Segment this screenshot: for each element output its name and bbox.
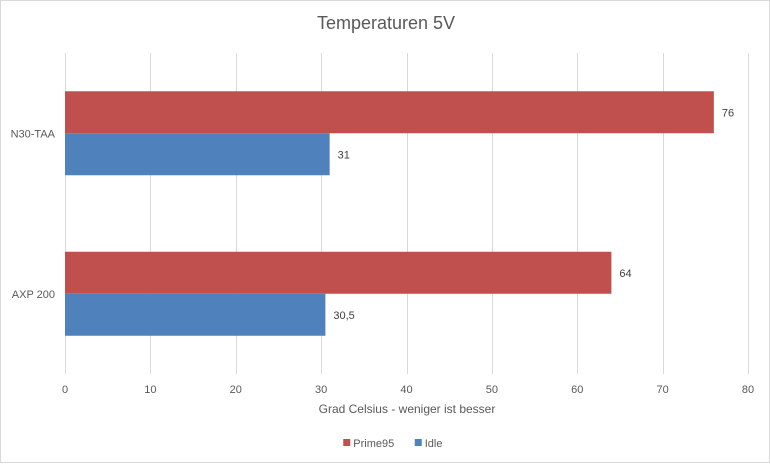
legend: Prime95 Idle <box>343 438 443 450</box>
data-label-prime95-n30-taa: 76 <box>722 107 734 119</box>
legend-swatch <box>414 439 422 446</box>
category-labels: N30-TAA AXP 200 <box>11 128 56 301</box>
legend-swatch <box>343 439 351 446</box>
x-tick-label: 40 <box>400 384 412 396</box>
x-tick-label: 60 <box>571 384 583 396</box>
data-labels: 76 31 64 30,5 <box>333 107 734 322</box>
x-tick-label: 30 <box>315 384 327 396</box>
legend-item-idle: Idle <box>414 438 443 450</box>
chart-title: Temperaturen 5V <box>317 13 455 33</box>
x-tick-label: 80 <box>742 384 754 396</box>
bar-prime95-n30-taa <box>65 91 714 134</box>
data-label-idle-axp-200: 30,5 <box>333 310 354 322</box>
x-tick-label: 20 <box>230 384 242 396</box>
data-label-prime95-axp-200: 64 <box>619 268 631 280</box>
x-tick-label: 50 <box>486 384 498 396</box>
category-label-n30-taa: N30-TAA <box>11 128 56 140</box>
legend-label: Prime95 <box>353 438 394 450</box>
x-tick-labels: 0 10 20 30 40 50 60 70 80 <box>62 384 754 396</box>
data-label-idle-n30-taa: 31 <box>338 149 350 161</box>
x-tick-label: 70 <box>657 384 669 396</box>
x-tick-label: 10 <box>144 384 156 396</box>
x-tick-label: 0 <box>62 384 68 396</box>
category-label-axp-200: AXP 200 <box>12 289 55 301</box>
legend-item-prime95: Prime95 <box>343 438 394 450</box>
x-axis-title: Grad Celsius - weniger ist besser <box>319 402 496 416</box>
bar-idle-n30-taa <box>65 133 330 176</box>
bar-prime95-axp-200 <box>65 251 612 294</box>
bar-idle-axp-200 <box>65 293 326 336</box>
legend-label: Idle <box>425 438 443 450</box>
bars <box>65 91 714 336</box>
